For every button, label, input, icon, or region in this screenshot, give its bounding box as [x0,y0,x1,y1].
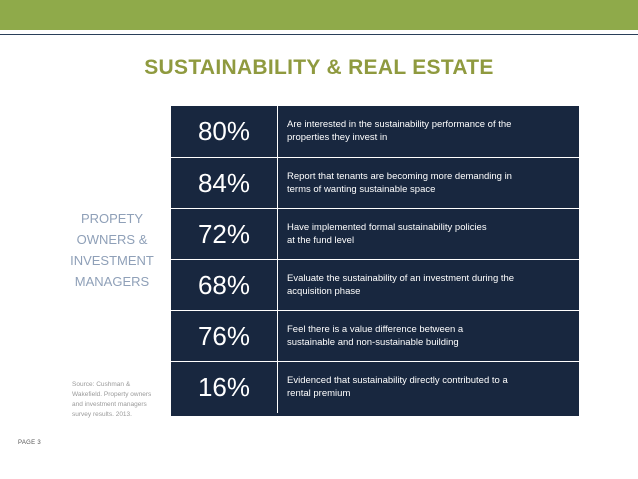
stat-description: Feel there is a value difference between… [287,324,464,348]
stat-description: Report that tenants are becoming more de… [287,171,512,195]
stat-percent: 80% [197,116,251,146]
stat-column-divider [277,106,278,157]
stat-percent: 68% [197,270,251,300]
top-accent-bar [0,0,638,30]
stat-row: 72% Have implemented formal sustainabili… [171,208,579,260]
stat-row: 68% Evaluate the sustainability of an in… [171,259,579,311]
audience-label: PROPETY OWNERS & INVESTMENT MANAGERS [70,211,154,289]
slide-title: SUSTAINABILITY & REAL ESTATE [144,56,494,79]
stat-column-divider [277,158,278,209]
source-note: Source: Cushman & Wakefield. Property ow… [72,381,152,418]
stats-panel: 80% Are interested in the sustainability… [171,106,579,416]
stat-percent: 76% [197,321,251,351]
stat-column-divider [277,362,278,413]
top-divider [0,34,638,35]
stat-description: Evaluate the sustainability of an invest… [287,273,515,297]
stat-percent: 16% [197,372,251,402]
stat-row: 16% Evidenced that sustainability direct… [171,361,579,413]
stat-column-divider [277,260,278,311]
stat-description: Are interested in the sustainability per… [287,119,512,143]
stat-row: 80% Are interested in the sustainability… [171,106,579,157]
stat-description: Evidenced that sustainability directly c… [287,375,508,399]
stat-row: 84% Report that tenants are becoming mor… [171,157,579,209]
stat-column-divider [277,311,278,362]
stat-row: 76% Feel there is a value difference bet… [171,310,579,362]
stat-column-divider [277,209,278,260]
stat-percent: 72% [197,219,251,249]
stat-percent: 84% [197,168,251,198]
stat-description: Have implemented formal sustainability p… [287,222,487,246]
page-number: PAGE 3 [18,440,42,446]
